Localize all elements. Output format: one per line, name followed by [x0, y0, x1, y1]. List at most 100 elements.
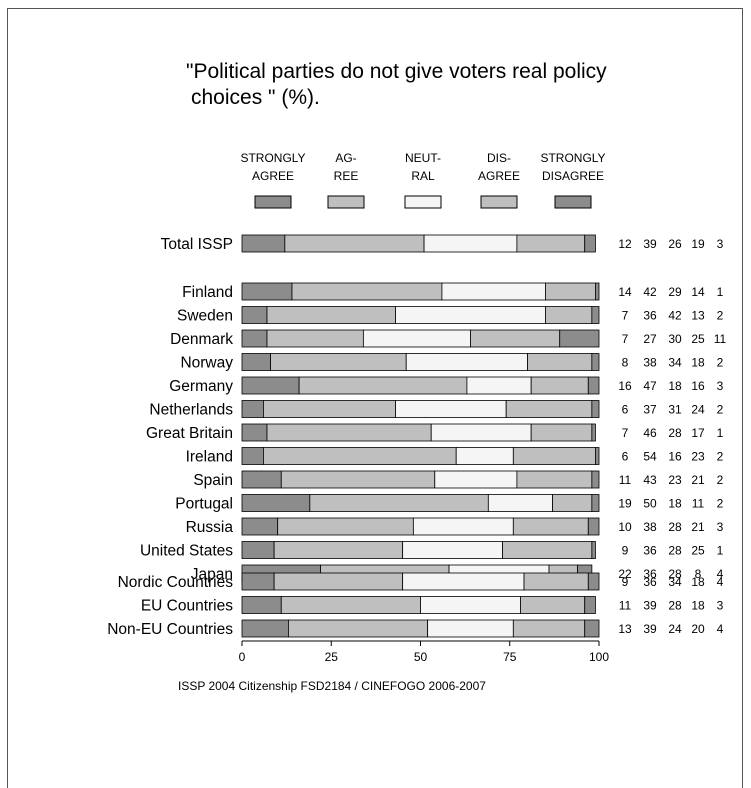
bar-segment [395, 400, 507, 418]
chart-title-line2: choices " (%). [191, 86, 320, 109]
bar-segment [362, 329, 471, 348]
legend-label-line2: REE [334, 169, 359, 183]
bar-segment [280, 596, 421, 614]
bar-segment [427, 619, 514, 638]
category-label: Russia [186, 519, 234, 536]
value-label: 36 [643, 544, 657, 558]
category-label: Norway [180, 355, 233, 372]
legend-label-line1: DIS- [487, 151, 511, 165]
x-tick-label: 25 [325, 650, 339, 664]
value-label: 42 [668, 309, 682, 323]
legend-label-line2: AGREE [478, 169, 520, 183]
legend-label-line2: RAL [411, 169, 435, 183]
bar-segment [241, 447, 264, 465]
bar-segment [266, 306, 396, 324]
value-label: 2 [717, 473, 724, 487]
bar-segment [595, 447, 600, 465]
value-label: 27 [643, 332, 657, 346]
bar-segment [587, 517, 600, 536]
value-label: 36 [643, 567, 657, 581]
category-label: Denmark [170, 331, 233, 348]
bar-segment [241, 353, 271, 371]
value-label: 28 [668, 599, 682, 613]
value-label: 26 [668, 237, 682, 251]
value-label: 13 [691, 309, 705, 323]
legend-swatch [404, 195, 442, 209]
bar-segment [530, 423, 593, 442]
bar-segment [527, 353, 593, 371]
bar-segment [277, 517, 414, 536]
bar-segment [309, 494, 489, 512]
value-label: 24 [691, 403, 705, 417]
bar-segment [241, 572, 275, 591]
bar-segment [591, 541, 596, 559]
legend-swatch [327, 195, 365, 209]
bar-segment [584, 619, 600, 638]
category-label: Spain [193, 472, 233, 489]
bar-segment [591, 423, 596, 442]
value-label: 18 [668, 497, 682, 511]
category-label: Finland [182, 284, 233, 301]
value-label: 23 [668, 473, 682, 487]
bar-segment [591, 470, 600, 489]
category-label: Portugal [175, 496, 233, 513]
value-label: 6 [622, 450, 629, 464]
bar-segment [423, 234, 518, 253]
bar-segment [263, 447, 457, 465]
bar-segment [241, 400, 264, 418]
value-label: 11 [692, 497, 705, 511]
value-label: 39 [643, 237, 657, 251]
value-label: 16 [691, 379, 705, 393]
bar-segment [502, 541, 593, 559]
bar-segment [412, 517, 514, 536]
category-label: Netherlands [149, 402, 233, 419]
value-label: 30 [668, 332, 682, 346]
value-label: 7 [622, 426, 629, 440]
value-label: 39 [643, 599, 657, 613]
value-label: 1 [717, 285, 724, 299]
bar-segment [270, 353, 407, 371]
legend-swatch [254, 195, 292, 209]
bar-segment [545, 306, 593, 324]
value-label: 21 [691, 473, 705, 487]
bar-segment [395, 306, 546, 324]
bar-segment [487, 494, 553, 512]
bar-segment [584, 234, 596, 253]
value-label: 28 [668, 520, 682, 534]
bar-segment [587, 572, 600, 591]
value-label: 37 [643, 403, 657, 417]
bar-segment [587, 376, 600, 395]
bar-segment [530, 376, 589, 395]
bar-segment [584, 596, 596, 614]
bar-segment [516, 234, 586, 253]
bar-segment [470, 329, 561, 348]
bar-segment [591, 400, 600, 418]
bar-segment [591, 353, 600, 371]
value-label: 39 [643, 622, 657, 636]
value-label: 2 [717, 497, 724, 511]
bar-segment [559, 329, 600, 348]
bar-segment [434, 470, 518, 489]
legend-swatch [554, 195, 592, 209]
value-label: 23 [691, 450, 705, 464]
bar-segment [241, 517, 279, 536]
bar-segment [466, 376, 532, 395]
value-label: 25 [691, 544, 705, 558]
bar-segment [241, 234, 286, 253]
bar-segment [273, 541, 404, 559]
bar-segment [241, 596, 282, 614]
value-label: 34 [668, 356, 682, 370]
chart-frame [7, 8, 743, 788]
bar-segment [520, 596, 586, 614]
x-tick-label: 75 [503, 650, 517, 664]
bar-segment [241, 329, 268, 348]
value-label: 1 [717, 544, 724, 558]
category-label: Germany [169, 378, 233, 395]
bar-segment [402, 572, 525, 591]
value-label: 2 [717, 403, 724, 417]
value-label: 4 [717, 567, 724, 581]
value-label: 11 [619, 473, 632, 487]
value-label: 14 [691, 285, 705, 299]
value-label: 3 [717, 599, 724, 613]
